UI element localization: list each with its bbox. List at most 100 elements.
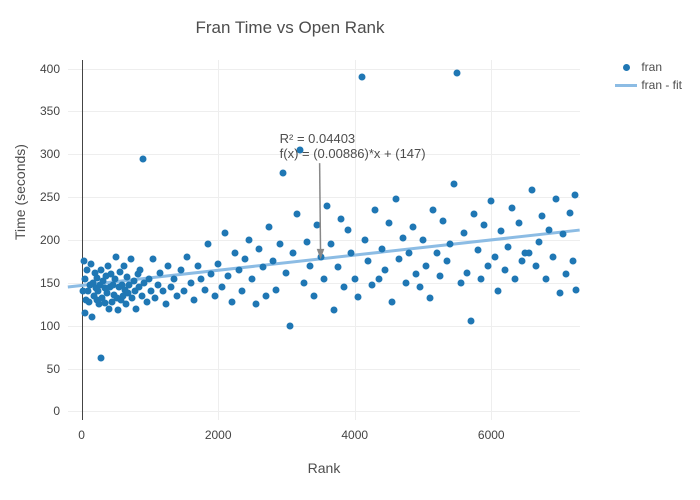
scatter-point: [402, 279, 409, 286]
scatter-point: [525, 249, 532, 256]
scatter-point: [515, 219, 522, 226]
scatter-point: [396, 255, 403, 262]
scatter-point: [239, 288, 246, 295]
scatter-point: [368, 281, 375, 288]
scatter-point: [117, 268, 124, 275]
scatter-point: [159, 288, 166, 295]
grid-line-v: [218, 60, 219, 420]
scatter-point: [194, 262, 201, 269]
scatter-point: [204, 241, 211, 248]
scatter-point: [249, 275, 256, 282]
scatter-point: [137, 267, 144, 274]
scatter-point: [133, 305, 140, 312]
scatter-point: [157, 269, 164, 276]
grid-line-h: [68, 369, 580, 370]
grid-line-h: [68, 326, 580, 327]
scatter-point: [143, 298, 150, 305]
scatter-point: [184, 254, 191, 261]
scatter-point: [406, 249, 413, 256]
scatter-point: [563, 271, 570, 278]
scatter-point: [123, 301, 130, 308]
chart-title: Fran Time vs Open Rank: [0, 18, 580, 38]
scatter-point: [495, 288, 502, 295]
scatter-point: [321, 275, 328, 282]
scatter-point: [542, 275, 549, 282]
y-tick-label: 350: [20, 104, 60, 118]
scatter-point: [556, 290, 563, 297]
scatter-point: [317, 254, 324, 261]
scatter-point: [532, 262, 539, 269]
scatter-point: [498, 228, 505, 235]
scatter-point: [168, 284, 175, 291]
scatter-point: [348, 249, 355, 256]
scatter-point: [379, 245, 386, 252]
scatter-point: [127, 255, 134, 262]
scatter-point: [365, 258, 372, 265]
scatter-point: [211, 292, 218, 299]
scatter-point: [256, 245, 263, 252]
legend-label-scatter: fran: [641, 60, 662, 74]
scatter-point: [84, 267, 91, 274]
scatter-point: [245, 237, 252, 244]
scatter-point: [571, 191, 578, 198]
scatter-point: [232, 249, 239, 256]
scatter-point: [150, 255, 157, 262]
legend: fran fran - fit: [615, 60, 682, 96]
scatter-point: [121, 262, 128, 269]
scatter-point: [327, 241, 334, 248]
scatter-point: [252, 301, 259, 308]
scatter-point: [447, 241, 454, 248]
scatter-point: [303, 238, 310, 245]
scatter-point: [450, 181, 457, 188]
scatter-point: [464, 269, 471, 276]
scatter-point: [215, 261, 222, 268]
scatter-point: [467, 318, 474, 325]
scatter-point: [165, 262, 172, 269]
scatter-point: [361, 237, 368, 244]
scatter-point: [501, 267, 508, 274]
scatter-point: [87, 261, 94, 268]
scatter-point: [471, 211, 478, 218]
scatter-point: [419, 237, 426, 244]
scatter-point: [559, 231, 566, 238]
scatter-point: [433, 249, 440, 256]
scatter-point: [273, 286, 280, 293]
scatter-point: [341, 284, 348, 291]
scatter-point: [430, 207, 437, 214]
legend-item-fit[interactable]: fran - fit: [615, 78, 682, 92]
legend-item-scatter[interactable]: fran: [615, 60, 682, 74]
scatter-point: [174, 292, 181, 299]
y-tick-label: 0: [20, 404, 60, 418]
grid-line-h: [68, 197, 580, 198]
grid-line-h: [68, 240, 580, 241]
y-tick-label: 100: [20, 319, 60, 333]
grid-line-h: [68, 69, 580, 70]
legend-marker-line-icon: [615, 84, 637, 87]
scatter-point: [283, 269, 290, 276]
scatter-point: [536, 238, 543, 245]
scatter-point: [105, 262, 112, 269]
scatter-point: [235, 267, 242, 274]
scatter-point: [409, 224, 416, 231]
scatter-point: [508, 205, 515, 212]
scatter-point: [372, 207, 379, 214]
scatter-point: [440, 218, 447, 225]
scatter-point: [242, 255, 249, 262]
scatter-point: [129, 295, 136, 302]
scatter-point: [529, 187, 536, 194]
scatter-point: [324, 202, 331, 209]
scatter-point: [481, 221, 488, 228]
scatter-point: [88, 314, 95, 321]
x-axis-label: Rank: [308, 460, 341, 476]
scatter-point: [334, 264, 341, 271]
y-tick-label: 400: [20, 62, 60, 76]
scatter-point: [358, 74, 365, 81]
scatter-point: [512, 275, 519, 282]
scatter-point: [382, 267, 389, 274]
scatter-point: [443, 258, 450, 265]
scatter-point: [392, 195, 399, 202]
scatter-point: [280, 170, 287, 177]
scatter-point: [416, 284, 423, 291]
scatter-point: [375, 275, 382, 282]
scatter-point: [413, 271, 420, 278]
